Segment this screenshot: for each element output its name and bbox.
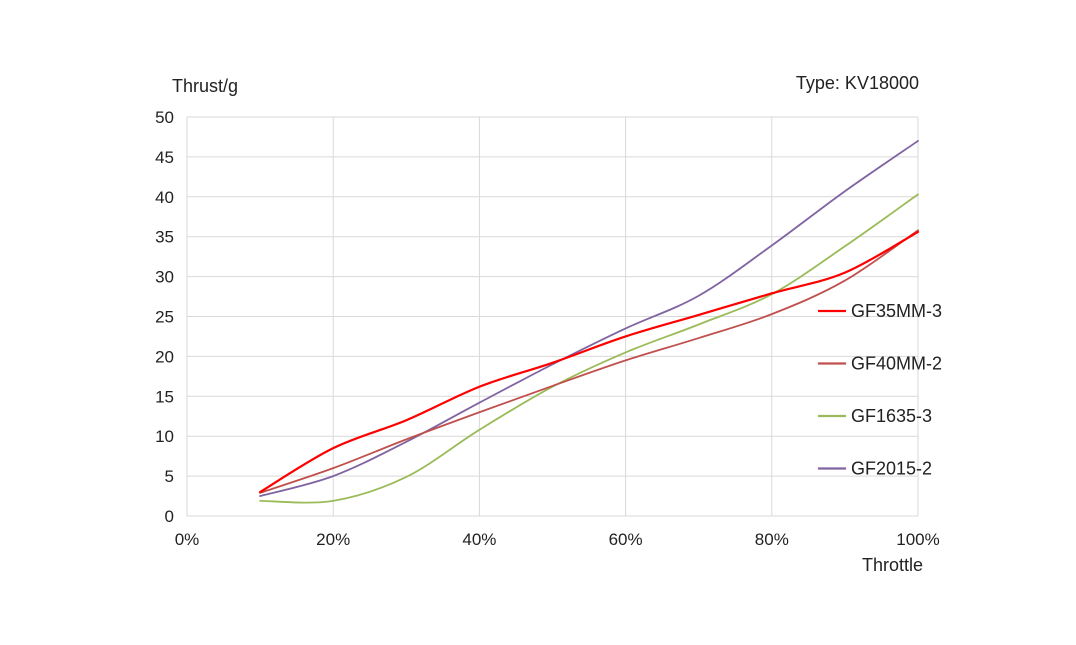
x-tick-label: 60% (609, 530, 643, 549)
series-lines (259, 140, 920, 504)
y-tick-label: 15 (155, 387, 174, 406)
legend-label: GF1635-3 (851, 406, 932, 426)
legend: GF35MM-3 GF40MM-2 GF1635-3 GF2015-2 (818, 301, 942, 479)
series-line-gf35mm-3 (259, 230, 920, 494)
legend-label: GF2015-2 (851, 459, 932, 479)
x-tick-label: 100% (896, 530, 939, 549)
horizontal-gridlines (187, 116, 918, 517)
x-axis-tick-labels: 0% 20% 40% 60% 80% 100% (175, 530, 940, 549)
x-axis-title: Throttle (862, 555, 923, 575)
y-tick-label: 0 (165, 507, 174, 526)
y-tick-label: 35 (155, 228, 174, 247)
series-line-gf2015-2 (259, 140, 919, 497)
y-tick-label: 20 (155, 347, 174, 366)
y-tick-label: 5 (165, 467, 174, 486)
x-tick-label: 20% (316, 530, 350, 549)
legend-label: GF35MM-3 (851, 301, 942, 321)
y-tick-label: 10 (155, 427, 174, 446)
x-tick-label: 40% (462, 530, 496, 549)
y-tick-label: 30 (155, 268, 174, 287)
chart-annotation: Type: KV18000 (796, 73, 919, 93)
y-tick-label: 50 (155, 108, 174, 127)
legend-label: GF40MM-2 (851, 354, 942, 374)
x-tick-label: 0% (175, 530, 200, 549)
y-tick-label: 45 (155, 148, 174, 167)
y-axis-title: Thrust/g (172, 76, 238, 96)
series-line-gf40mm-2 (259, 229, 919, 494)
x-tick-label: 80% (755, 530, 789, 549)
series-line-gf1635-3 (259, 193, 919, 504)
y-tick-label: 25 (155, 308, 174, 327)
y-tick-label: 40 (155, 188, 174, 207)
y-axis-tick-labels: 0 5 10 15 20 25 30 35 40 45 50 (155, 108, 174, 526)
